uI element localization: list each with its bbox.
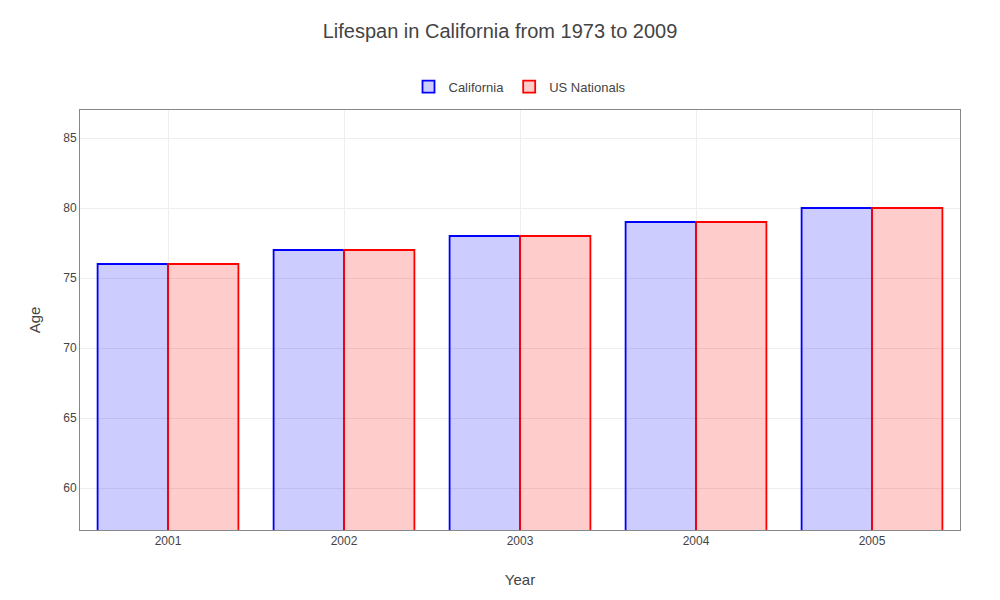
svg-text:85: 85 (63, 131, 77, 145)
svg-text:2005: 2005 (859, 534, 886, 548)
svg-text:60: 60 (63, 481, 77, 495)
svg-text:Lifespan in California from 19: Lifespan in California from 1973 to 2009 (323, 20, 678, 42)
svg-text:California: California (449, 80, 505, 95)
svg-text:Year: Year (505, 571, 535, 588)
svg-text:2002: 2002 (331, 534, 358, 548)
svg-text:75: 75 (63, 271, 77, 285)
svg-text:Age: Age (26, 307, 43, 334)
svg-text:80: 80 (63, 201, 77, 215)
svg-text:US Nationals: US Nationals (549, 80, 625, 95)
svg-text:2004: 2004 (683, 534, 710, 548)
svg-text:70: 70 (63, 341, 77, 355)
svg-text:2001: 2001 (155, 534, 182, 548)
svg-text:2003: 2003 (507, 534, 534, 548)
svg-text:65: 65 (63, 411, 77, 425)
